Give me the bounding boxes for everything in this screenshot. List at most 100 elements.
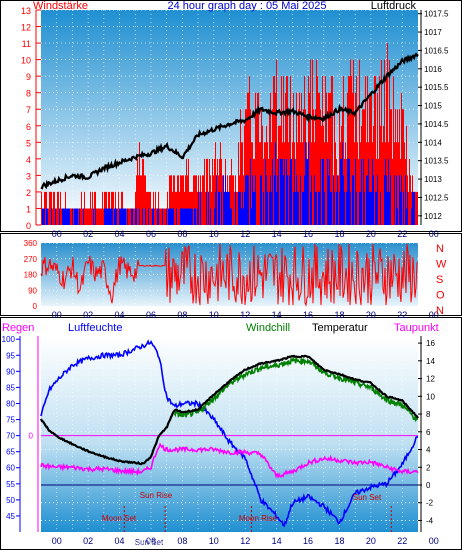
wind-direction-series xyxy=(40,243,418,307)
wind-tick-label: 9 xyxy=(26,72,31,82)
mid-x-tick-label: 08 xyxy=(177,310,187,320)
humidity-tick-label: 65 xyxy=(6,448,15,457)
humidity-tick-label: 60 xyxy=(6,464,15,473)
bot-x-tick-label: 00 xyxy=(52,536,62,546)
top-x-tick-label: 00 xyxy=(429,229,439,239)
bottom-sun-rise-label: Sun Rise xyxy=(133,539,166,548)
windchill-legend: Windchill xyxy=(246,322,290,334)
direction-tick-label: 90 xyxy=(28,286,37,295)
temperature-tick-label: 2 xyxy=(426,463,431,472)
mid-x-tick-label: 04 xyxy=(115,310,125,320)
bot-x-tick-label: 14 xyxy=(272,536,282,546)
top-x-tick-label: 08 xyxy=(177,229,187,239)
pressure-tick-label: 1015.5 xyxy=(424,83,449,92)
pressure-tick-label: 1012.5 xyxy=(424,193,449,202)
humidity-tick-label: 80 xyxy=(6,399,15,408)
bot-x-tick-label: 12 xyxy=(240,536,250,546)
top-x-tick-label: 12 xyxy=(240,229,250,239)
pressure-tick-label: 1013.5 xyxy=(424,157,449,166)
wind-direction-line xyxy=(40,243,418,307)
direction-tick-label: 0 xyxy=(33,302,38,311)
compass-label: S xyxy=(436,274,443,286)
top-x-tick-label: 16 xyxy=(303,229,313,239)
pressure-tick-label: 1014 xyxy=(424,138,442,147)
wind-bars xyxy=(41,43,418,225)
temperature-tick-label: 6 xyxy=(426,428,431,437)
pressure-axis-label: Luftdruck xyxy=(371,0,417,12)
dewpoint-legend: Taupunkt xyxy=(394,322,439,334)
temperature-tick-label: -4 xyxy=(426,516,434,525)
compass-label: N xyxy=(436,305,444,317)
top-x-tick-label: 00 xyxy=(52,229,62,239)
temperature-tick-label: -2 xyxy=(426,499,434,508)
temperature-tick-label: 0 xyxy=(426,481,431,490)
wind-tick-label: 3 xyxy=(26,171,31,181)
temperature-tick-label: 14 xyxy=(426,357,435,366)
mid-x-tick-label: 12 xyxy=(240,310,250,320)
mid-x-tick-label: 00 xyxy=(52,310,62,320)
pressure-line xyxy=(40,52,419,190)
wind-tick-label: 4 xyxy=(26,155,31,165)
bot-x-tick-label: 22 xyxy=(397,536,407,546)
direction-tick-label: 180 xyxy=(24,271,38,280)
windchill-line xyxy=(173,356,419,423)
wind-tick-label: 2 xyxy=(26,188,31,198)
temperature-tick-label: 4 xyxy=(426,446,431,455)
top-x-tick-label: 02 xyxy=(83,229,93,239)
temperature-tick-label: 10 xyxy=(426,392,435,401)
moon-rise-label: Moon Rise xyxy=(239,514,278,523)
top-x-tick-label: 04 xyxy=(115,229,125,239)
pressure-tick-label: 1017.5 xyxy=(424,10,449,19)
data-series xyxy=(39,52,419,528)
pressure-tick-label: 1016.5 xyxy=(424,46,449,55)
top-x-tick-label: 22 xyxy=(397,229,407,239)
wind-tick-label: 5 xyxy=(26,138,31,148)
wind-tick-label: 0 xyxy=(26,221,31,231)
humidity-legend: Luftfeuchte xyxy=(68,322,122,334)
humidity-tick-label: 75 xyxy=(6,416,15,425)
rain-legend: Regen xyxy=(2,322,34,334)
humidity-tick-label: 50 xyxy=(6,496,15,505)
mid-x-tick-label: 14 xyxy=(272,310,282,320)
bot-x-tick-label: 10 xyxy=(209,536,219,546)
wind-tick-label: 10 xyxy=(21,56,31,66)
temperature-tick-label: 8 xyxy=(426,410,431,419)
wind-tick-label: 8 xyxy=(26,89,31,99)
humidity-line xyxy=(40,339,419,528)
pressure-tick-label: 1014.5 xyxy=(424,120,449,129)
direction-tick-label: 270 xyxy=(24,255,38,264)
bot-x-tick-label: 16 xyxy=(303,536,313,546)
sun-set-label: Sun Set xyxy=(353,493,382,502)
dewpoint-line xyxy=(40,442,419,479)
temperature-tick-label: 16 xyxy=(426,339,435,348)
mid-x-tick-label: 18 xyxy=(334,310,344,320)
top-x-tick-label: 18 xyxy=(334,229,344,239)
bot-x-tick-label: 02 xyxy=(83,536,93,546)
humidity-tick-label: 45 xyxy=(6,512,15,521)
pressure-tick-label: 1013 xyxy=(424,175,442,184)
chart-title: 24 hour graph day : 05 Mai 2025 xyxy=(167,0,326,12)
bot-x-tick-label: 20 xyxy=(366,536,376,546)
temperature-line xyxy=(39,354,419,466)
wind-tick-label: 11 xyxy=(22,39,31,49)
humidity-tick-label: 100 xyxy=(2,335,16,344)
mid-x-tick-label: 22 xyxy=(397,310,407,320)
top-x-tick-label: 20 xyxy=(366,229,376,239)
humidity-tick-label: 85 xyxy=(6,383,15,392)
wind-tick-label: 6 xyxy=(26,122,31,132)
rain-tick-label: 0 xyxy=(29,432,34,441)
moon-set-label: Moon Set xyxy=(102,514,137,523)
wind-tick-label: 1 xyxy=(26,204,31,214)
humidity-tick-label: 90 xyxy=(6,367,15,376)
sun-rise-label: Sun Rise xyxy=(140,491,173,500)
pressure-tick-label: 1015 xyxy=(424,102,442,111)
bot-x-tick-label: 08 xyxy=(177,536,187,546)
bottom-sun-set-label: Sun Set xyxy=(135,538,164,547)
pressure-tick-label: 1012 xyxy=(424,212,442,221)
compass-label: W xyxy=(436,259,447,271)
mid-x-tick-label: 02 xyxy=(83,310,93,320)
bot-x-tick-label: 00 xyxy=(429,536,439,546)
